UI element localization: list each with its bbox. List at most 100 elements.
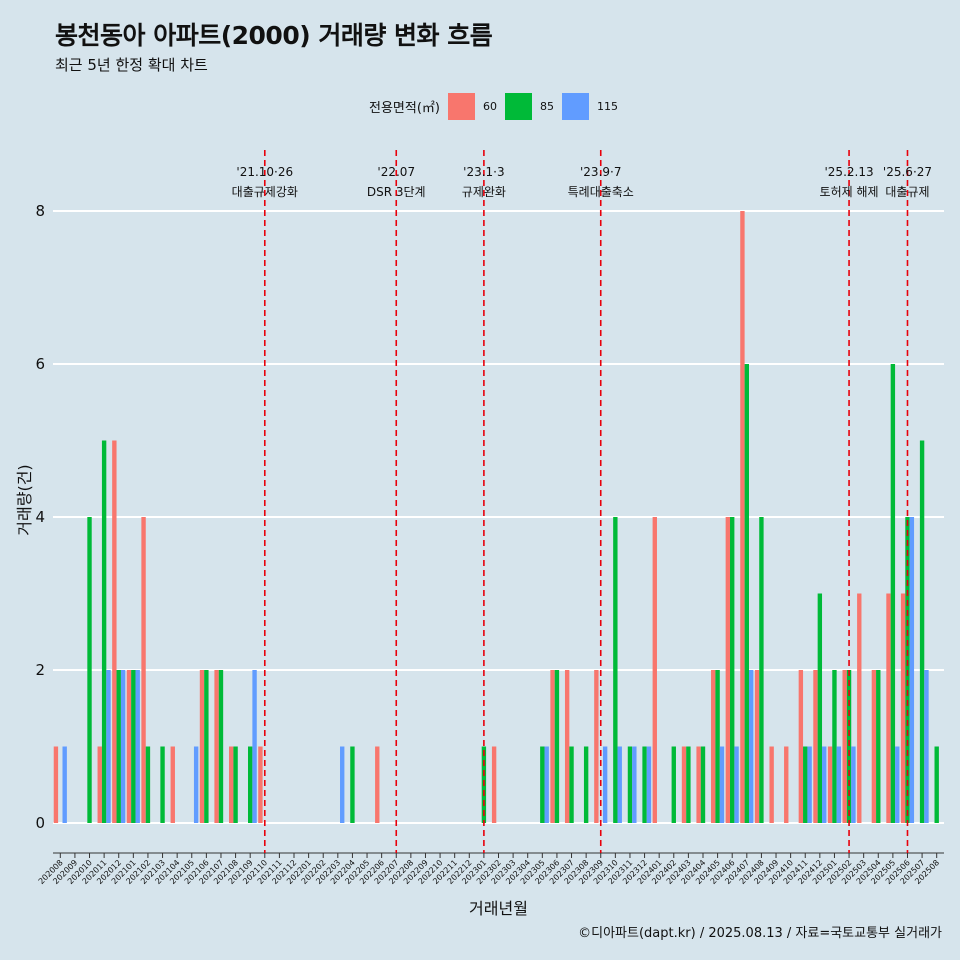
event-label-1: DSR 3단계	[367, 185, 426, 199]
bar-202409-60	[769, 746, 774, 823]
event-label-3: 특례대출축소	[568, 185, 634, 199]
bar-202101-115	[135, 670, 140, 823]
bar-202109-85	[247, 746, 253, 823]
bar-202502-115	[851, 746, 856, 823]
y-tick-label-4: 4	[35, 508, 45, 526]
bar-202309-115	[602, 746, 608, 823]
bar-202011-115	[106, 670, 111, 823]
bar-202203-115	[340, 746, 345, 823]
event-date-3: '23.9·7	[580, 165, 621, 179]
y-axis-title: 거래량(건)	[15, 464, 34, 535]
bar-202508-85	[934, 746, 939, 823]
bar-202307-85	[569, 746, 574, 823]
bar-202008-115	[62, 746, 67, 823]
bar-202403-85	[686, 746, 691, 823]
bar-202408-60	[754, 670, 760, 823]
bar-202011-60	[97, 746, 102, 823]
legend-title: 전용면적(㎡)	[369, 100, 440, 116]
bar-202505-60	[886, 593, 891, 823]
bar-202412-60	[813, 670, 818, 823]
bar-202104-60	[170, 746, 175, 823]
bar-202308-85	[583, 746, 589, 823]
y-tick-label-8: 8	[35, 202, 45, 220]
bar-202311-85	[627, 746, 633, 823]
legend-label-85: 85	[539, 99, 554, 113]
bar-202012-115	[120, 670, 126, 823]
bar-202012-85	[116, 670, 121, 823]
bar-202012-60	[112, 440, 117, 823]
bar-202108-60	[229, 746, 234, 823]
legend-key-60	[447, 92, 475, 120]
bar-202310-115	[617, 746, 622, 823]
bar-202310-85	[613, 517, 618, 823]
bar-202312-85	[642, 746, 647, 823]
event-label-2: 규제완화	[462, 185, 506, 199]
bar-202307-60	[564, 670, 570, 823]
bar-202305-85	[540, 746, 545, 823]
bar-202402-85	[671, 746, 676, 823]
bar-202407-115	[749, 670, 754, 823]
event-date-2: '23.1·3	[463, 165, 504, 179]
bar-202309-60	[594, 670, 599, 823]
bar-202406-60	[725, 517, 731, 823]
bar-202406-115	[734, 746, 739, 823]
bar-202408-85	[759, 517, 764, 823]
bar-202204-85	[350, 746, 355, 823]
bar-202305-115	[544, 746, 549, 823]
bar-202312-115	[646, 746, 652, 823]
event-label-0: 대출규제강화	[232, 185, 298, 199]
bar-202404-85	[700, 746, 706, 823]
bar-202405-115	[719, 746, 725, 823]
bar-202505-85	[890, 364, 896, 823]
event-date-4: '25.2.13	[825, 165, 874, 179]
bar-202401-60	[652, 517, 657, 823]
bar-202404-60	[696, 746, 701, 823]
bar-202501-85	[832, 670, 837, 823]
bar-202010-85	[87, 517, 92, 823]
bar-202502-85	[846, 670, 852, 823]
chart-subtitle: 최근 5년 한정 확대 차트	[55, 56, 208, 74]
bar-202412-85	[817, 593, 823, 823]
bar-202102-60	[141, 517, 146, 823]
y-tick-label-0: 0	[35, 814, 45, 832]
x-axis-title: 거래년월	[469, 899, 528, 918]
bar-202506-60	[900, 593, 906, 823]
legend: 전용면적(㎡) 60 85 115	[369, 92, 626, 120]
bar-202505-115	[895, 746, 900, 823]
bar-202501-115	[836, 746, 842, 823]
legend-label-115: 115	[596, 99, 618, 113]
event-date-5: '25.6·27	[883, 165, 932, 179]
bar-202101-60	[126, 670, 132, 823]
event-label-5: 대출규제	[885, 185, 929, 199]
event-date-0: '21.10·26	[236, 165, 293, 179]
bar-202311-115	[632, 746, 637, 823]
bar-202411-60	[798, 670, 804, 823]
legend-label-60: 60	[482, 99, 497, 113]
bar-202504-85	[876, 670, 881, 823]
source-caption: ©디아파트(dapt.kr) / 2025.08.13 / 자료=국토교통부 실…	[578, 926, 942, 941]
bar-202103-85	[160, 746, 165, 823]
bar-202108-85	[233, 746, 238, 823]
bar-202107-60	[214, 670, 219, 823]
bar-202506-115	[909, 517, 915, 823]
legend-key-85	[504, 92, 532, 120]
y-tick-label-2: 2	[35, 661, 45, 679]
bar-202306-60	[550, 670, 555, 823]
bar-202403-60	[681, 746, 687, 823]
bar-202507-85	[919, 440, 925, 823]
bar-202107-85	[218, 670, 224, 823]
bar-202411-85	[803, 746, 808, 823]
bar-202105-115	[193, 746, 199, 823]
bar-202101-85	[131, 670, 136, 823]
bar-202405-85	[715, 670, 720, 823]
bar-202106-60	[199, 670, 205, 823]
bar-202406-85	[730, 517, 735, 823]
bar-202106-85	[204, 670, 209, 823]
bar-202407-60	[740, 211, 745, 823]
bar-202504-60	[871, 670, 877, 823]
bar-202405-60	[711, 670, 716, 823]
bar-202410-60	[784, 746, 789, 823]
legend-key-115	[561, 92, 589, 120]
bar-202302-60	[491, 746, 497, 823]
